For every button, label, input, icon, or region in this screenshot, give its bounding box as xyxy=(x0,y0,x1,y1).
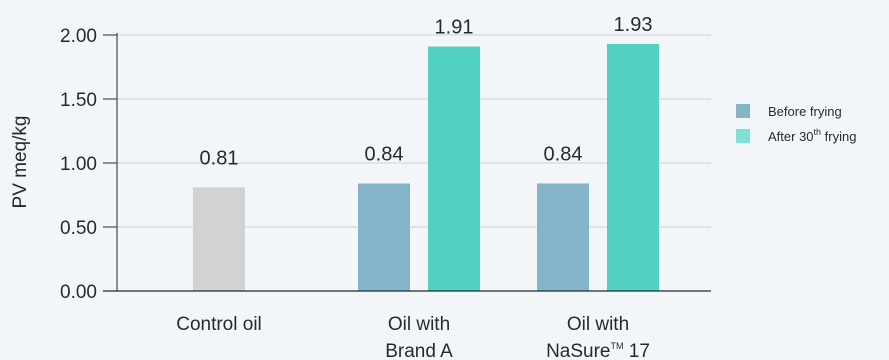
category-label: Oil with xyxy=(388,314,450,335)
bar-before-1 xyxy=(358,183,410,291)
y-tick-label: 2.00 xyxy=(60,26,97,47)
category-label: Control oil xyxy=(176,314,262,335)
bars xyxy=(193,43,659,292)
legend-swatch-after xyxy=(736,129,750,143)
bar-before-2 xyxy=(537,183,589,291)
category-label: Oil with xyxy=(567,314,629,335)
y-axis-title: PV meq/kg xyxy=(10,116,31,209)
category-labels: Control oil Oil with Brand A Oil with NaSure… xyxy=(176,314,650,360)
y-tick-label: 0.00 xyxy=(60,282,97,303)
data-label: 0.84 xyxy=(365,143,404,165)
bar-after-1 xyxy=(428,46,480,291)
y-tick-label: 1.00 xyxy=(60,154,97,175)
bar-before-0 xyxy=(193,187,245,291)
y-tick-label: 1.50 xyxy=(60,90,97,111)
axes xyxy=(103,33,711,292)
category-label: NaSureTM 17 xyxy=(546,341,650,360)
y-tick-label: 0.50 xyxy=(60,218,97,239)
bar-after-2 xyxy=(607,43,659,292)
category-label: Brand A xyxy=(385,341,453,360)
legend-swatch-before xyxy=(736,104,750,118)
data-label: 0.84 xyxy=(544,143,583,165)
y-tick-labels: 0.00 0.50 1.00 1.50 2.00 xyxy=(60,26,117,303)
data-labels: 0.81 0.84 1.91 0.84 1.93 xyxy=(200,14,653,169)
legend-label-before: Before frying xyxy=(768,104,842,119)
data-label: 0.81 xyxy=(200,147,239,169)
data-label: 1.91 xyxy=(435,17,474,39)
legend: Before frying After 30th frying xyxy=(736,104,856,144)
legend-label-after: After 30th frying xyxy=(768,127,856,144)
data-label: 1.93 xyxy=(614,14,653,36)
